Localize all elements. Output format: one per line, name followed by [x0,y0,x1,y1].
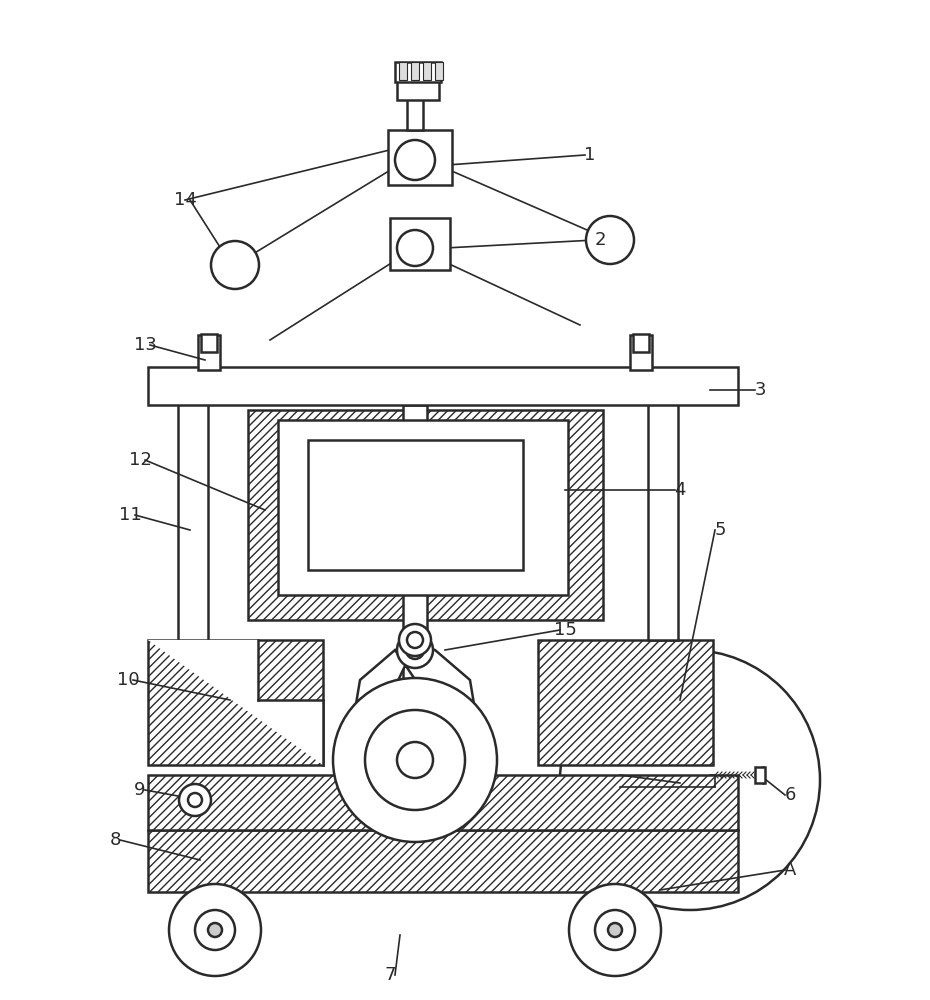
Bar [435,62,443,80]
Text: 1: 1 [584,146,596,164]
Circle shape [395,140,435,180]
Circle shape [195,910,235,950]
Circle shape [586,216,634,264]
Bar [148,367,738,405]
Bar [407,75,423,130]
Circle shape [365,710,465,810]
Bar [278,420,568,595]
Bar [201,334,217,352]
Circle shape [406,641,424,659]
Text: 3: 3 [754,381,765,399]
Circle shape [169,884,261,976]
Text: 9: 9 [134,781,146,799]
Text: 13: 13 [134,336,156,354]
Bar [148,830,738,892]
Bar [397,72,439,100]
Bar [390,218,450,270]
Circle shape [399,624,431,656]
Bar [538,640,713,765]
Bar [148,640,323,765]
Circle shape [211,241,259,289]
Circle shape [397,230,433,266]
Circle shape [608,923,622,937]
Text: A: A [784,861,796,879]
Circle shape [569,884,661,976]
Bar [198,335,220,370]
Bar [308,440,523,570]
Circle shape [595,910,635,950]
Text: 4: 4 [674,481,685,499]
Polygon shape [350,645,480,760]
Bar [178,390,208,640]
Bar [399,62,407,80]
Text: 12: 12 [128,451,152,469]
Bar [630,335,652,370]
Bar [148,775,738,830]
Bar [755,767,765,783]
Circle shape [397,632,433,668]
Circle shape [397,742,433,778]
Bar [411,62,419,80]
Circle shape [560,650,820,910]
Bar [648,390,678,640]
Text: 11: 11 [119,506,141,524]
Circle shape [407,632,423,648]
Text: 2: 2 [594,231,605,249]
Bar [423,62,431,80]
Bar [395,62,441,82]
Text: 15: 15 [553,621,577,639]
Text: 6: 6 [784,786,796,804]
Bar [388,130,452,185]
Circle shape [179,784,211,816]
Bar [633,334,649,352]
Circle shape [208,923,222,937]
Text: 10: 10 [116,671,140,689]
Text: 5: 5 [714,521,725,539]
Circle shape [188,793,202,807]
Text: 7: 7 [384,966,396,984]
Text: 8: 8 [110,831,121,849]
Text: 14: 14 [174,191,196,209]
Bar [403,405,427,840]
Polygon shape [148,640,323,765]
Bar [248,410,603,620]
Circle shape [333,678,497,842]
